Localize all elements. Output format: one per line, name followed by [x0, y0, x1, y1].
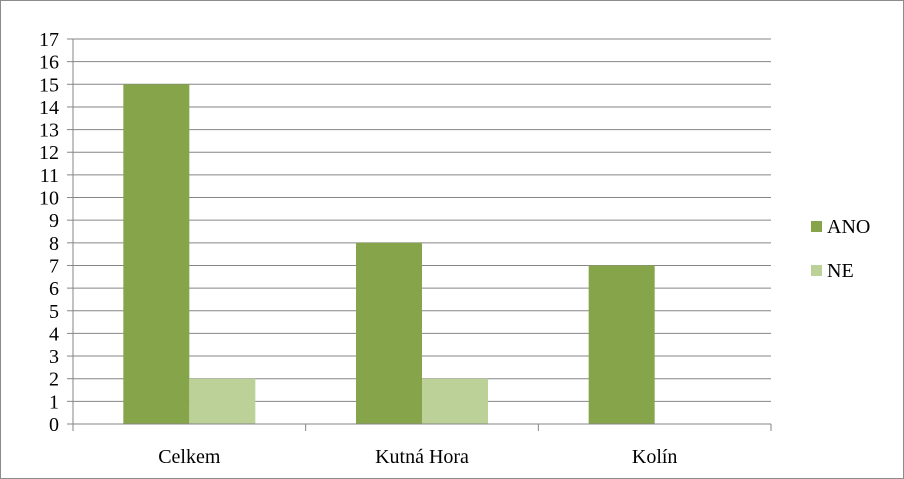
bar-ano-1	[356, 242, 422, 424]
x-tick-label: Kutná Hora	[375, 446, 469, 468]
y-tick-label: 5	[49, 301, 59, 323]
y-tick-label: 3	[49, 346, 59, 368]
x-tick-labels: Celkem Kutná Hora Kolín	[158, 446, 677, 468]
y-tick-label: 8	[49, 233, 59, 255]
legend-swatch-ne	[811, 265, 822, 276]
bar-ne-1	[422, 378, 488, 424]
bars	[123, 84, 655, 424]
legend: ANO NE	[811, 216, 870, 282]
y-tick-label: 17	[39, 29, 59, 51]
y-tick-label: 16	[39, 52, 59, 74]
legend-swatch-ano	[811, 221, 822, 232]
x-tick-label: Kolín	[632, 446, 678, 468]
y-tick-label: 9	[49, 210, 59, 232]
y-tick-label: 0	[49, 414, 59, 436]
legend-label-ne: NE	[827, 260, 854, 282]
y-tick-label: 6	[49, 278, 59, 300]
y-tick-label: 4	[49, 323, 59, 345]
y-tick-label: 13	[39, 120, 59, 142]
y-tick-label: 2	[49, 369, 59, 391]
y-tick-label: 7	[49, 255, 59, 277]
y-tick-label: 14	[39, 97, 59, 119]
legend-label-ano: ANO	[827, 216, 870, 238]
axes	[67, 38, 772, 431]
y-tick-label: 11	[40, 165, 59, 187]
y-tick-label: 10	[39, 188, 59, 210]
x-tick-label: Celkem	[158, 446, 221, 468]
y-tick-label: 15	[39, 74, 59, 96]
bar-ne-0	[189, 378, 256, 424]
bar-ano-2	[588, 265, 655, 424]
y-tick-label: 12	[39, 142, 59, 164]
bar-ano-0	[123, 84, 190, 424]
y-tick-label: 1	[49, 391, 59, 413]
